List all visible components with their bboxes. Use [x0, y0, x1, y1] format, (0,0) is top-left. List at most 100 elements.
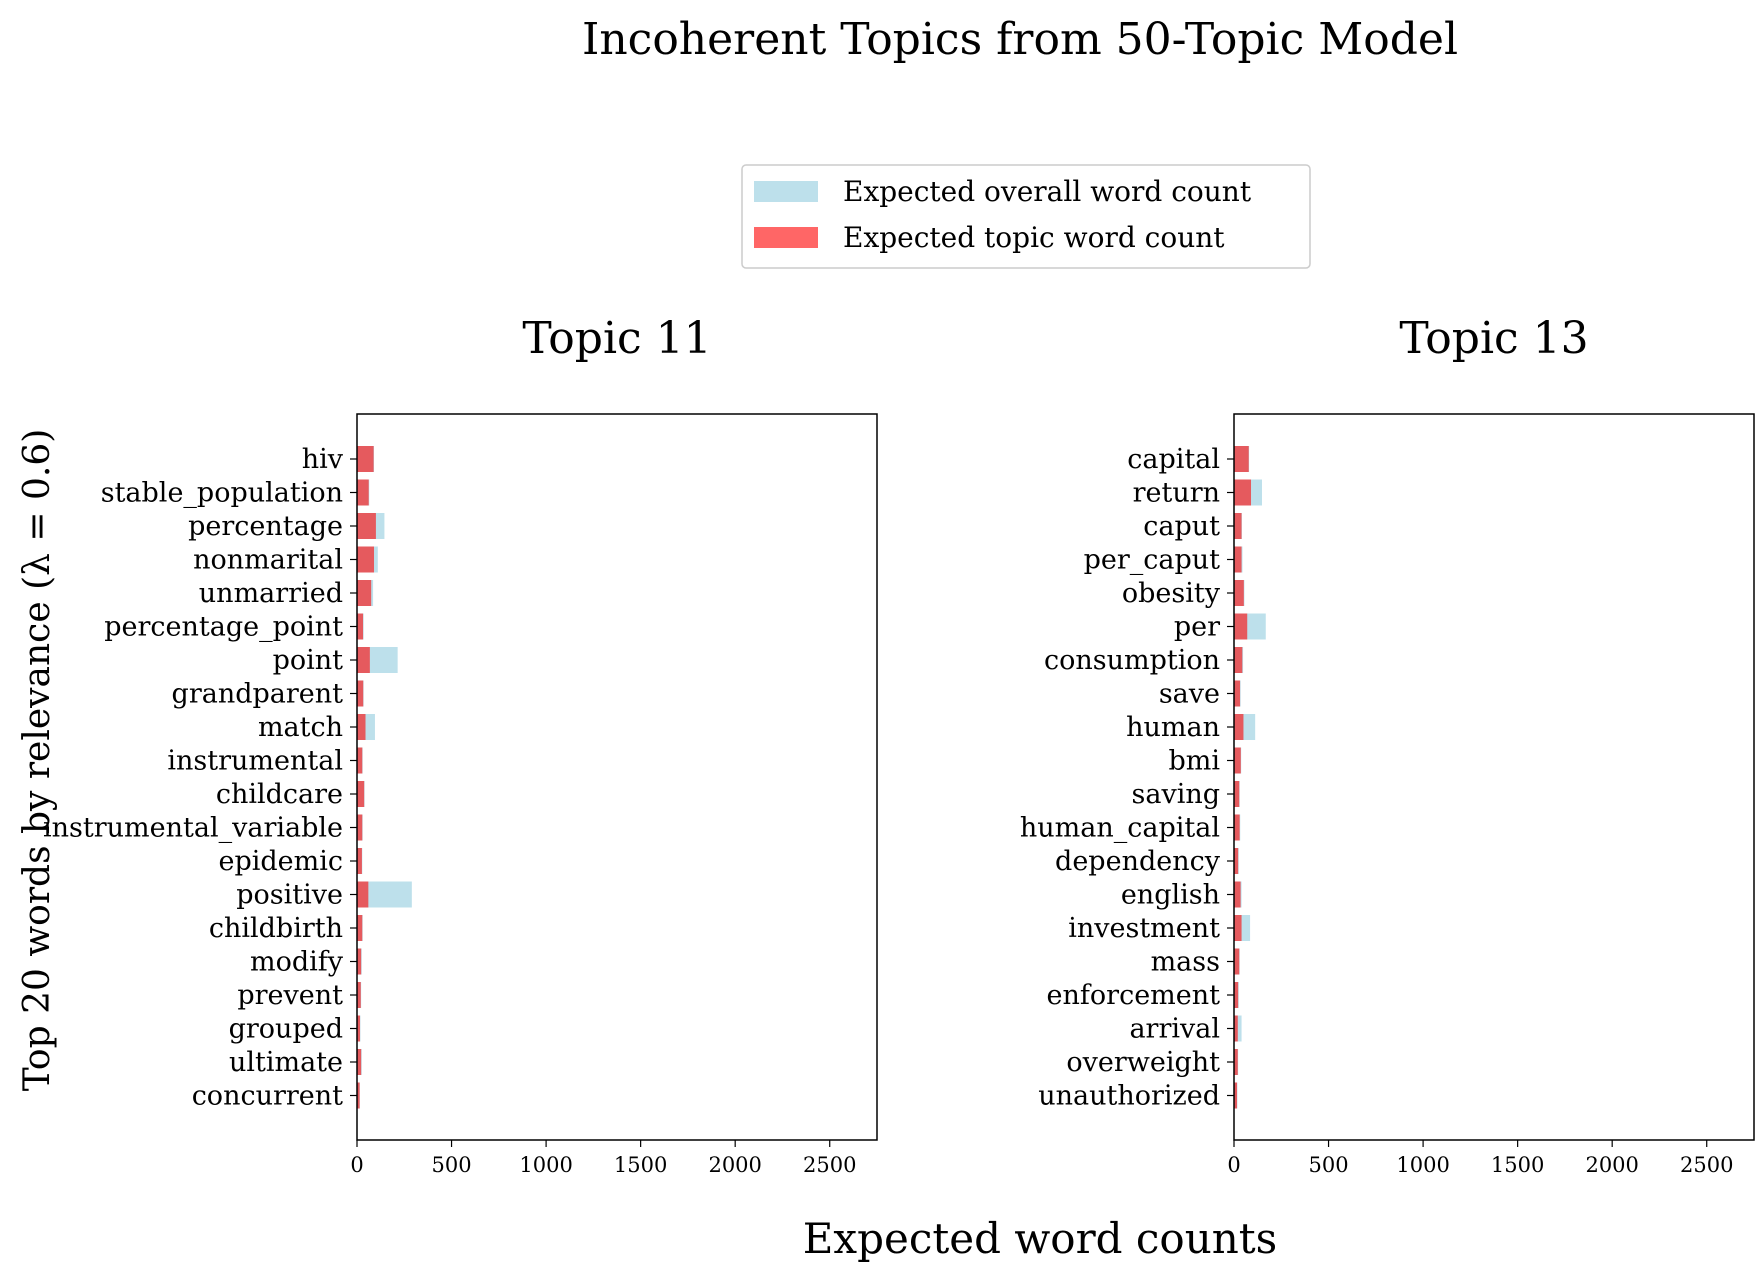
bar-topic-percentage: [357, 513, 376, 539]
y-tick-label-capital: capital: [1127, 444, 1220, 475]
x-tick-label: 500: [431, 1153, 471, 1177]
bar-topic-concurrent: [357, 1082, 360, 1109]
y-tick-label-prevent: prevent: [237, 980, 343, 1011]
bar-topic-hiv: [357, 446, 374, 472]
panel-title: Topic 11: [522, 313, 711, 364]
y-tick-label-modify: modify: [250, 947, 344, 978]
y-tick-label-saving: saving: [1131, 779, 1220, 810]
y-tick-label-english: english: [1121, 880, 1220, 911]
bar-topic-percentage_point: [357, 613, 364, 640]
x-tick-label: 2000: [708, 1153, 761, 1177]
bar-topic-grouped: [357, 1015, 361, 1042]
y-tick-label-overweight: overweight: [1066, 1047, 1220, 1078]
bar-topic-capital: [1234, 446, 1249, 472]
x-tick-label: 2000: [1585, 1153, 1638, 1177]
panel-topic-11: Topic 11 hivstable_populationpercentageno…: [43, 313, 878, 1177]
x-tick-label: 0: [350, 1153, 363, 1177]
y-tick-label-investment: investment: [1068, 913, 1220, 944]
figure-title: Incoherent Topics from 50-Topic Model: [582, 14, 1458, 65]
y-tick-label-instrumental: instrumental: [167, 746, 343, 777]
bar-topic-nonmarital: [357, 546, 375, 573]
y-tick-label-percentage_point: percentage_point: [104, 612, 343, 643]
bar-topic-prevent: [357, 982, 361, 1008]
bar-topic-caput: [1234, 513, 1242, 539]
bar-topic-saving: [1234, 781, 1240, 807]
panel-topic-13: Topic 13 capitalreturncaputper_caputobesi…: [1020, 313, 1755, 1177]
y-tick-label-percentage: percentage: [188, 511, 343, 542]
plot-frame: [1233, 413, 1755, 1141]
y-tick-label-grouped: grouped: [229, 1014, 343, 1045]
legend-swatch-overall: [754, 181, 818, 202]
bar-topic-save: [1234, 680, 1241, 707]
y-tick-label-match: match: [258, 712, 343, 743]
bar-topic-unauthorized: [1234, 1082, 1238, 1109]
bar-topic-return: [1234, 479, 1252, 506]
bar-topic-dependency: [1234, 848, 1239, 874]
bar-topic-investment: [1234, 915, 1242, 941]
y-tick-label-human_capital: human_capital: [1020, 813, 1220, 844]
bar-topic-point: [357, 647, 370, 673]
y-tick-label-mass: mass: [1151, 947, 1220, 978]
y-axis-label: Top 20 words by relevance (λ = 0.6): [17, 429, 58, 1092]
y-tick-label-dependency: dependency: [1055, 846, 1221, 877]
y-tick-label-grandparent: grandparent: [172, 679, 344, 710]
bar-topic-enforcement: [1234, 982, 1239, 1008]
y-tick-label-point: point: [273, 645, 344, 676]
y-tick-label-consumption: consumption: [1044, 645, 1220, 676]
x-tick-label: 1500: [614, 1153, 667, 1177]
bar-topic-human: [1234, 714, 1244, 740]
y-tick-label-caput: caput: [1143, 511, 1220, 542]
bar-topic-instrumental_variable: [357, 814, 363, 841]
legend-label-topic: Expected topic word count: [843, 221, 1225, 254]
bar-topic-overweight: [1234, 1049, 1238, 1075]
legend-swatch-topic: [754, 227, 818, 248]
y-tick-label-ultimate: ultimate: [229, 1047, 343, 1078]
bar-topic-consumption: [1234, 647, 1243, 673]
y-tick-label-unauthorized: unauthorized: [1038, 1081, 1220, 1112]
bar-topic-stable_population: [357, 479, 369, 506]
bar-topic-grandparent: [357, 680, 364, 707]
legend-label-overall: Expected overall word count: [843, 175, 1252, 208]
y-tick-label-childbirth: childbirth: [209, 913, 343, 944]
x-tick-label: 2500: [803, 1153, 856, 1177]
y-tick-label-concurrent: concurrent: [192, 1081, 343, 1112]
y-tick-label-hiv: hiv: [302, 444, 344, 475]
x-axis-label: Expected word counts: [803, 1214, 1277, 1263]
y-tick-label-human: human: [1126, 712, 1220, 743]
bar-topic-ultimate: [357, 1049, 362, 1075]
y-tick-label-unmarried: unmarried: [199, 578, 343, 609]
y-tick-label-childcare: childcare: [216, 779, 343, 810]
y-tick-label-per_caput: per_caput: [1084, 545, 1221, 576]
x-tick-label: 500: [1308, 1153, 1348, 1177]
y-tick-label-save: save: [1159, 679, 1220, 710]
bar-topic-per_caput: [1234, 546, 1242, 573]
bar-topic-english: [1234, 881, 1241, 908]
x-tick-label: 1000: [519, 1153, 572, 1177]
y-tick-label-bmi: bmi: [1168, 746, 1220, 777]
panel-title: Topic 13: [1399, 313, 1588, 364]
y-tick-label-per: per: [1174, 612, 1220, 643]
plot-frame: [356, 413, 878, 1141]
y-tick-label-arrival: arrival: [1129, 1014, 1220, 1045]
x-tick-label: 0: [1227, 1153, 1240, 1177]
bar-topic-arrival: [1234, 1015, 1238, 1042]
legend: Expected overall word count Expected top…: [741, 164, 1311, 269]
bar-topic-instrumental: [357, 747, 363, 774]
y-tick-label-return: return: [1133, 478, 1220, 509]
bar-topic-childbirth: [357, 915, 363, 941]
y-tick-label-instrumental_variable: instrumental_variable: [43, 813, 343, 844]
legend-box: [741, 164, 1311, 269]
bar-topic-childcare: [357, 781, 365, 807]
bar-topic-positive: [357, 881, 369, 908]
x-tick-label: 1500: [1491, 1153, 1544, 1177]
x-tick-label: 2500: [1680, 1153, 1733, 1177]
bar-topic-mass: [1234, 948, 1240, 975]
bar-topic-obesity: [1234, 580, 1244, 606]
y-tick-label-enforcement: enforcement: [1047, 980, 1221, 1011]
bar-topic-human_capital: [1234, 814, 1240, 841]
y-tick-label-stable_population: stable_population: [101, 478, 343, 509]
x-tick-label: 1000: [1396, 1153, 1449, 1177]
bar-topic-per: [1234, 613, 1248, 640]
y-tick-label-obesity: obesity: [1122, 578, 1221, 609]
